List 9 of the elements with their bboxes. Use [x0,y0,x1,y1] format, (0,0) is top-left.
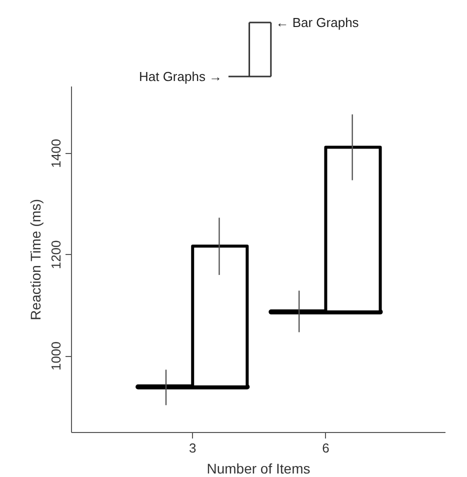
y-tick-label: 1400 [48,138,64,168]
text: Hat Graphs → [138,69,222,84]
y-tick-label: 1000 [48,342,64,370]
x-tick-label: 6 [322,440,330,456]
y-tick-label: 1200 [48,240,64,270]
x-tick-label: 3 [189,440,196,456]
text: ← Bar Graphs [276,15,360,30]
x-axis-title: Number of Items [206,460,310,476]
y-axis-title: Reaction Time (ms) [28,198,44,320]
